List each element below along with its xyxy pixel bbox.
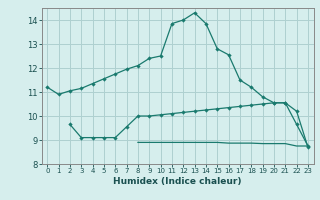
X-axis label: Humidex (Indice chaleur): Humidex (Indice chaleur): [113, 177, 242, 186]
